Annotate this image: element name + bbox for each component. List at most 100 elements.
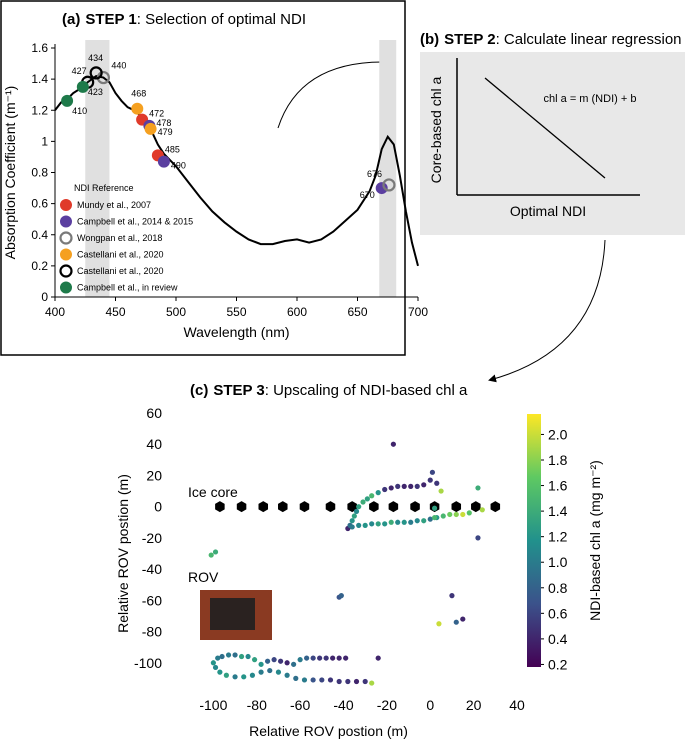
legend-label: Mundy et al., 2007: [77, 200, 151, 210]
legend-marker: [60, 281, 72, 294]
rov-point: [353, 508, 360, 514]
x-tick-label: -40: [333, 697, 353, 713]
colorbar-tick-label: 1.6: [548, 478, 568, 494]
rov-point: [330, 655, 336, 661]
rov-point: [449, 593, 455, 599]
rov-point: [258, 669, 264, 675]
rov-point: [238, 653, 245, 660]
rov-point: [362, 522, 368, 529]
rov-point: [327, 677, 334, 683]
y-tick-label: 1.2: [31, 103, 48, 117]
ice-core-point: [369, 501, 379, 513]
rov-point: [353, 678, 360, 685]
x-axis-label: Relative ROV postion (m): [249, 723, 408, 739]
colorbar-tick-label: 0.2: [548, 656, 568, 672]
ndi-marker: [382, 178, 396, 192]
rov-point: [375, 655, 381, 661]
rov-point: [414, 483, 420, 489]
ndi-marker: [131, 102, 144, 115]
rov-point: [390, 441, 396, 447]
panel-frame: [0, 0, 406, 356]
y-axis-label: Relative ROV postion (m): [115, 474, 131, 633]
shaded-range: [379, 40, 397, 297]
rov-point: [349, 524, 355, 530]
rov-point: [284, 672, 290, 678]
panel-b-title: (b) STEP 2: Calculate linear regression: [420, 31, 682, 48]
legend-label: Castellani et al., 2020: [77, 250, 164, 260]
y-tick-label: -40: [142, 561, 162, 577]
y-tick-label: 0.4: [31, 228, 48, 242]
rov-point: [375, 490, 381, 496]
rov-point: [434, 480, 440, 486]
y-tick-label: 0: [154, 499, 162, 515]
ndi-label: 434: [88, 53, 103, 63]
panel-b-box: [420, 52, 685, 235]
x-tick-label: 600: [287, 305, 307, 319]
rov-point: [401, 483, 407, 489]
panel-a-title: (a) STEP 1: Selection of optimal NDI: [62, 11, 306, 28]
rov-point: [343, 655, 349, 661]
ndi-label: 490: [171, 161, 186, 171]
rov-point: [427, 477, 433, 483]
rov-point: [212, 549, 219, 555]
arrow: [277, 57, 390, 129]
rov-point: [310, 677, 316, 683]
rov-point: [360, 499, 366, 505]
x-tick-label: 450: [105, 305, 125, 319]
rov-point: [453, 511, 459, 518]
title: : Upscaling of NDI-based chl a: [265, 382, 468, 399]
y-tick-label: 1: [41, 134, 48, 148]
ice-core-point: [347, 501, 357, 513]
ndi-label: 479: [158, 127, 173, 137]
rov-point: [271, 657, 277, 663]
rov-point: [225, 652, 232, 658]
ndi-label: 468: [131, 89, 146, 99]
ice-core-point: [236, 501, 247, 513]
colorbar-tick-label: 2.0: [548, 426, 568, 442]
rov-point: [241, 674, 247, 680]
ndi-label: 423: [88, 87, 103, 97]
rov-point: [414, 518, 420, 524]
rov-point: [375, 521, 381, 527]
ice-core-point: [490, 501, 501, 513]
rov-point: [323, 655, 329, 661]
ndi-label: 427: [72, 66, 87, 76]
x-tick-label: 550: [226, 305, 246, 319]
x-tick-label: -20: [377, 697, 397, 713]
rov-point: [436, 621, 442, 627]
ice-core-point: [258, 501, 269, 513]
y-tick-label: 40: [146, 436, 162, 452]
colorbar-tick-label: 1.2: [548, 529, 568, 545]
ice-core-point: [471, 501, 481, 513]
ndi-label: 478: [156, 118, 171, 128]
ndi-marker: [76, 80, 89, 93]
y-tick-label: -20: [142, 530, 162, 546]
absorption-line: [54, 74, 419, 267]
colorbar-tick-label: 1.0: [548, 554, 568, 570]
rov-point: [395, 483, 401, 489]
x-tick-label: 650: [347, 305, 367, 319]
x-tick-label: 400: [45, 305, 65, 319]
rov-point: [223, 672, 229, 678]
rov-point: [466, 510, 472, 516]
y-tick-label: 0.2: [31, 259, 48, 273]
legend-marker: [60, 199, 72, 211]
rov-point: [382, 486, 388, 493]
rov-point: [245, 653, 251, 660]
rov-point: [460, 511, 466, 518]
panel-label: (a): [62, 11, 80, 28]
colorbar-label: NDI-based chl a (mg m⁻²): [587, 460, 603, 621]
ice-core-point: [410, 501, 420, 513]
rov-point: [369, 493, 375, 499]
rov-point: [460, 616, 466, 622]
y-tick-label: 60: [146, 405, 162, 421]
series-label: Ice core: [188, 484, 238, 500]
x-tick-label: 0: [426, 697, 434, 713]
rov-point: [431, 505, 438, 511]
ndi-label: 670: [360, 190, 375, 200]
colorbar-tick-label: 1.4: [548, 503, 568, 519]
ndi-marker: [89, 66, 103, 80]
x-tick-label: 700: [408, 305, 428, 319]
ndi-label: 440: [111, 61, 126, 71]
rov-point: [249, 672, 256, 678]
